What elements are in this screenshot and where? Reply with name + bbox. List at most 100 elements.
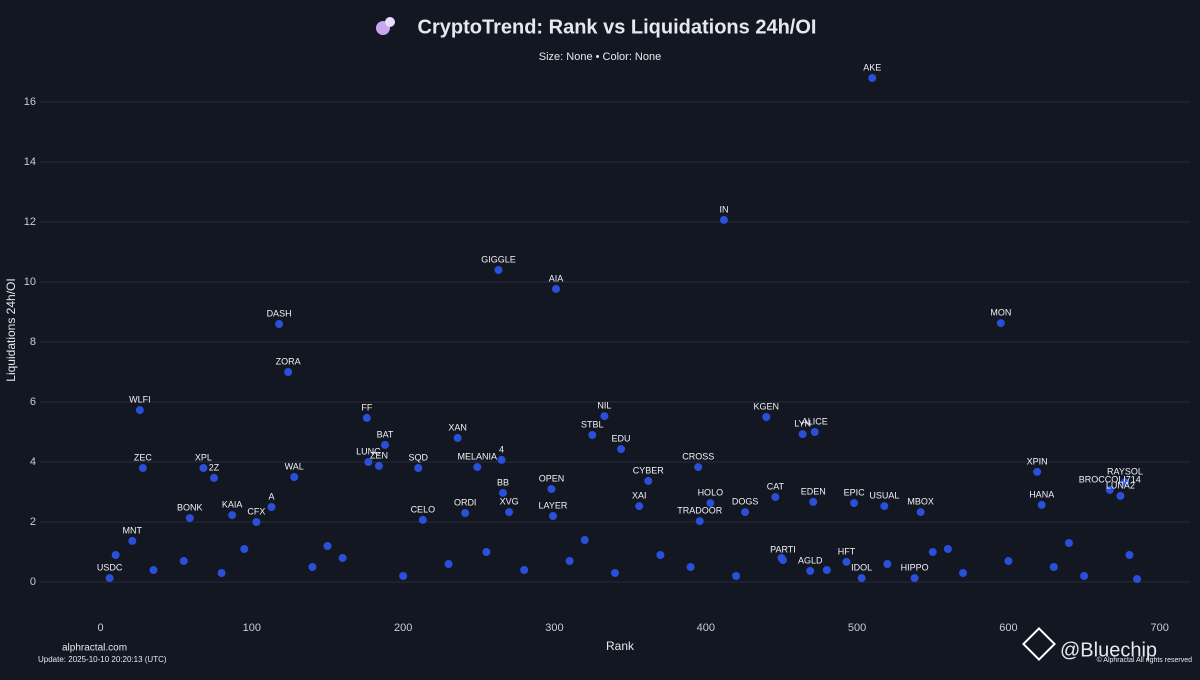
- point: [505, 508, 514, 517]
- point: [565, 557, 574, 565]
- x-tick-label: 600: [999, 622, 1017, 634]
- point-label: CELO: [411, 504, 436, 514]
- point-label: USUAL: [869, 490, 899, 500]
- point-label: ORDI: [454, 497, 477, 507]
- point: [1049, 563, 1058, 571]
- point: [199, 464, 208, 472]
- y-tick-label: 16: [24, 96, 36, 108]
- point: [1037, 500, 1046, 509]
- point-label: EPIC: [844, 487, 866, 497]
- point: [588, 431, 597, 439]
- point-label: 4: [499, 444, 504, 454]
- point: [275, 320, 284, 328]
- x-tick-label: 200: [394, 622, 412, 634]
- point: [1125, 551, 1134, 559]
- point: [551, 284, 560, 293]
- point: [138, 464, 147, 472]
- point-label: CYBER: [633, 465, 665, 475]
- point: [210, 473, 219, 482]
- point: [399, 572, 408, 580]
- point: [810, 428, 819, 436]
- point: [338, 554, 347, 562]
- y-tick-label: 4: [30, 456, 36, 468]
- x-tick-label: 700: [1151, 622, 1169, 634]
- point-label: ZEC: [134, 452, 153, 462]
- point: [323, 542, 332, 550]
- point: [461, 509, 470, 517]
- point: [418, 515, 427, 524]
- point-label: DASH: [267, 308, 292, 318]
- point: [228, 511, 237, 520]
- point-label: KGEN: [754, 401, 780, 411]
- title-icon: [385, 17, 395, 27]
- point-label: MON: [990, 307, 1011, 317]
- point: [364, 458, 373, 466]
- point: [547, 485, 556, 493]
- point: [916, 508, 925, 517]
- point: [1064, 539, 1073, 547]
- point: [414, 464, 423, 472]
- point-label: NIL: [597, 400, 611, 410]
- point-label: MBOX: [907, 496, 934, 506]
- y-tick-label: 10: [24, 276, 36, 288]
- point-label: STBL: [581, 419, 604, 429]
- point: [880, 502, 889, 511]
- brand-icon: [1022, 627, 1056, 661]
- point-label: IN: [719, 204, 728, 214]
- point-label: BAT: [377, 429, 394, 439]
- point: [656, 551, 665, 559]
- point: [1120, 478, 1129, 487]
- point-label: AKE: [863, 62, 881, 72]
- x-tick-label: 0: [97, 622, 103, 634]
- point-label: HFT: [838, 546, 856, 556]
- point-label: XVG: [500, 496, 519, 506]
- x-axis-label: Rank: [606, 639, 635, 653]
- x-tick-label: 300: [545, 622, 563, 634]
- y-tick-label: 6: [30, 396, 36, 408]
- point-label: WLFI: [129, 394, 151, 404]
- point: [482, 548, 491, 556]
- handle: @Bluechip: [1060, 639, 1157, 661]
- point-label: KAIA: [222, 499, 243, 509]
- y-tick-label: 12: [24, 216, 36, 228]
- point: [910, 574, 919, 583]
- point-label: LAYER: [539, 500, 568, 510]
- point-label: CROSS: [682, 451, 714, 461]
- point: [850, 499, 859, 508]
- point: [868, 74, 877, 82]
- point-label: XAI: [632, 490, 647, 500]
- point-label: DOGS: [732, 496, 759, 506]
- point: [822, 566, 831, 574]
- point: [706, 499, 715, 508]
- point-label: XPL: [195, 452, 212, 462]
- point: [473, 463, 482, 472]
- update: Update: 2025-10-10 20:20:13 (UTC): [38, 655, 167, 664]
- point: [762, 413, 771, 421]
- point: [267, 503, 276, 511]
- point: [1133, 575, 1142, 583]
- point: [635, 502, 644, 511]
- point: [777, 554, 786, 562]
- point: [1033, 467, 1042, 476]
- point-label: RAYSOL: [1107, 466, 1143, 476]
- point: [453, 434, 462, 442]
- point: [444, 560, 453, 568]
- point: [308, 563, 317, 571]
- point: [374, 461, 383, 470]
- y-tick-label: 0: [30, 576, 36, 588]
- point: [217, 569, 226, 577]
- point-label: ALICE: [802, 416, 828, 426]
- point-label: WAL: [285, 461, 304, 471]
- point-label: OPEN: [539, 473, 565, 483]
- point: [996, 319, 1005, 328]
- point: [179, 557, 188, 565]
- point: [290, 473, 299, 481]
- point: [842, 557, 851, 566]
- point-label: A: [269, 491, 275, 501]
- point-label: HANA: [1029, 489, 1054, 499]
- point: [600, 412, 609, 421]
- rights: © Alphractal All rights reserved: [1097, 656, 1193, 664]
- point-label: ZEN: [370, 450, 388, 460]
- point: [494, 266, 503, 274]
- point: [959, 569, 968, 577]
